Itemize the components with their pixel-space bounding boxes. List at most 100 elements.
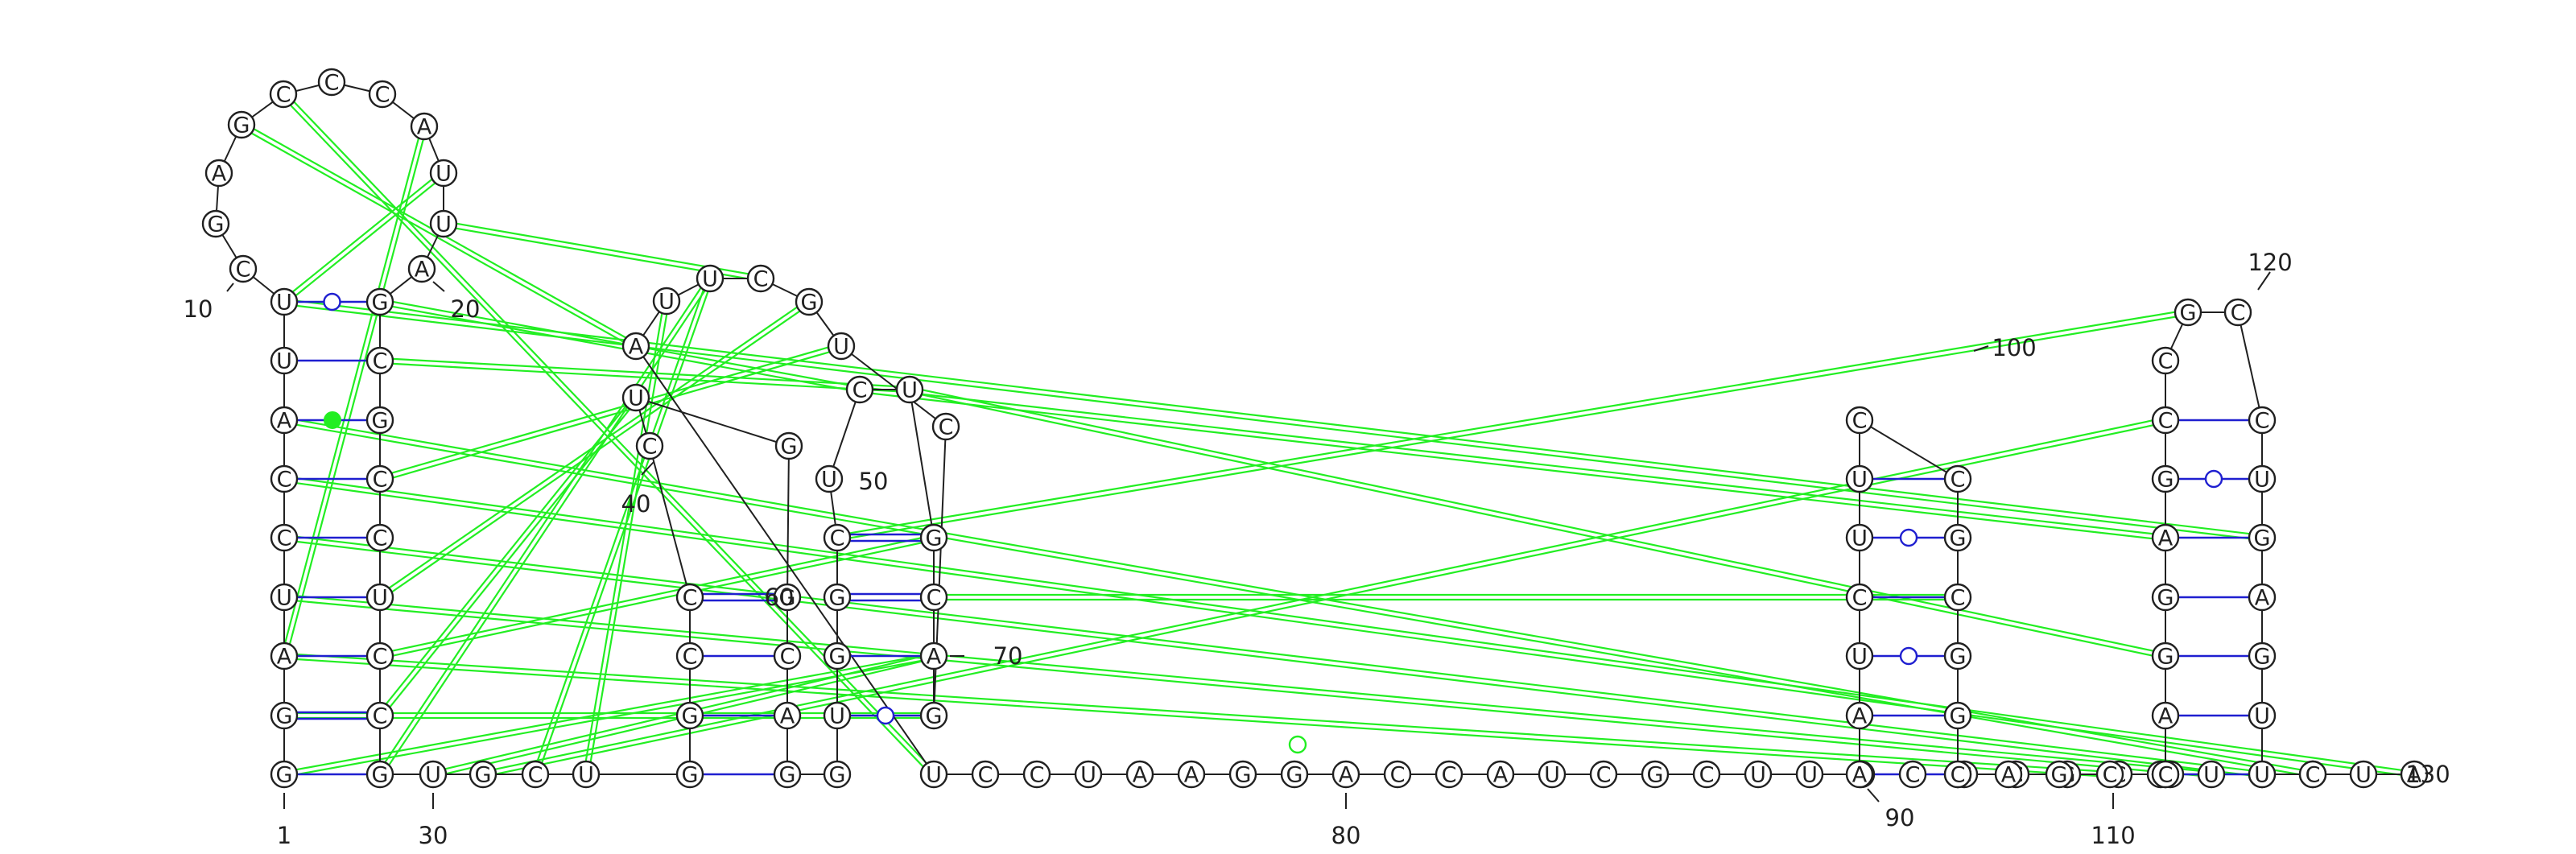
nucleotide-36: C [675,642,704,670]
nucleotide-circle [1744,760,1773,789]
nucleotide-83: C [1898,760,1927,789]
nucleotide-circle [895,375,924,404]
nucleotide-letter: U [276,291,292,316]
nucleotide-letter: G [475,763,492,788]
nucleotide-11: G [201,209,230,238]
nucleotide-letter: C [324,71,340,96]
nucleotide-circle [365,523,394,552]
nucleotide-circle [1022,760,1051,789]
nucleotide-letter: G [779,586,796,611]
nucleotide-circle [1692,760,1721,789]
nucleotide-103: A [1994,760,2023,789]
nucleotide-circle [1074,760,1103,789]
position-label-20: 20 [451,295,481,323]
nucleotide-letter: U [2254,763,2270,788]
nucleotide-95: C [1845,406,1874,435]
nucleotide-3: A [270,642,299,670]
nucleotide-113: C [2151,760,2180,789]
nucleotide-66: C [1022,760,1051,789]
tertiary-interaction-layer [239,92,2415,778]
backbone-segment [635,397,790,447]
nucleotide-circle [1795,760,1824,789]
nucleotide-circle [621,332,650,361]
nucleotide-49: C [823,523,852,552]
tertiary-interaction-line [381,279,713,777]
nucleotide-114: A [2151,701,2180,730]
nucleotide-circle [823,760,852,789]
nucleotide-15: C [317,68,346,97]
nucleotide-circle [2248,583,2277,612]
nucleotide-28: C [365,701,394,730]
tertiary-interaction-line [281,95,933,777]
nucleotide-letter: U [1802,763,1818,788]
nucleotide-27: C [365,642,394,670]
nucleotide-circle [675,701,704,730]
backbone-segment [2237,311,2263,421]
position-tick [432,281,445,292]
nucleotide-circle [1538,760,1567,789]
nucleotide-circle [1486,760,1515,789]
nucleotide-58: U [827,332,856,361]
nucleotide-9: U [270,287,299,316]
nucleotide-letter: U [276,586,292,611]
nucleotide-letter: C [375,83,390,108]
nucleotide-29: G [365,760,394,789]
nucleotide-circle [845,375,874,404]
nucleotide-letter: C [978,763,993,788]
tertiary-interaction-line [379,361,910,394]
tertiary-interaction-line [377,395,635,715]
position-label-110: 110 [2091,822,2135,849]
nucleotide-39: U [621,383,650,412]
nucleotide-circle [1943,583,1972,612]
nucleotide-letter: G [372,763,389,788]
nucleotide-letter: U [436,212,452,237]
nucleotide-116: G [2151,583,2180,612]
nucleotide-97: G [1943,523,1972,552]
nucleotide-22: C [365,346,394,375]
nucleotide-letter: G [1950,645,1967,670]
tertiary-interaction-line [285,126,427,658]
tertiary-interaction-line [860,386,2166,537]
nucleotide-circle [2151,701,2180,730]
nucleotide-circle [1228,760,1257,789]
nucleotide-98: C [1943,583,1972,612]
tertiary-interaction-line [284,475,2415,774]
position-label-60: 60 [765,584,795,611]
nucleotide-letter: U [658,290,675,315]
position-label-100: 100 [1992,334,2036,361]
nucleotide-circle [2095,760,2124,789]
position-label-90: 90 [1885,804,1915,831]
nucleotide-letter: C [276,83,291,108]
nucleotide-4: U [270,583,299,612]
wobble-pair-marker [1899,528,1918,547]
position-tick [2257,271,2271,291]
nucleotide-107: U [2197,760,2226,789]
nucleotide-41: G [773,583,802,612]
nucleotide-letter: A [277,645,292,670]
nucleotide-circle [823,583,852,612]
nucleotide-circle [2349,760,2378,789]
nucleotide-letter: C [1951,763,1966,788]
nucleotide-circle [815,464,844,493]
nucleotide-letter: A [780,704,795,729]
nucleotide-119: C [2151,406,2180,435]
nucleotide-circle [1589,760,1618,789]
nucleotide-43: A [773,701,802,730]
nucleotide-letter: G [276,763,293,788]
nucleotide-79: C [1692,760,1721,789]
nucleotide-circle [270,760,299,789]
nucleotide-letter: U [628,386,644,411]
nucleotide-letter: G [1647,763,1664,788]
nucleotide-letter: C [373,468,388,493]
position-label-1: 1 [277,822,291,849]
tertiary-interaction-line [380,347,843,482]
wobble-pair-marker [876,706,895,725]
nucleotide-circle [2298,760,2327,789]
nucleotide-letter: C [2158,349,2174,374]
position-label-130: 130 [2405,761,2450,788]
nucleotide-62: U [652,287,681,316]
tertiary-interaction-line [285,174,446,305]
nucleotide-92: C [1845,583,1874,612]
nucleotide-circle [1943,701,1972,730]
